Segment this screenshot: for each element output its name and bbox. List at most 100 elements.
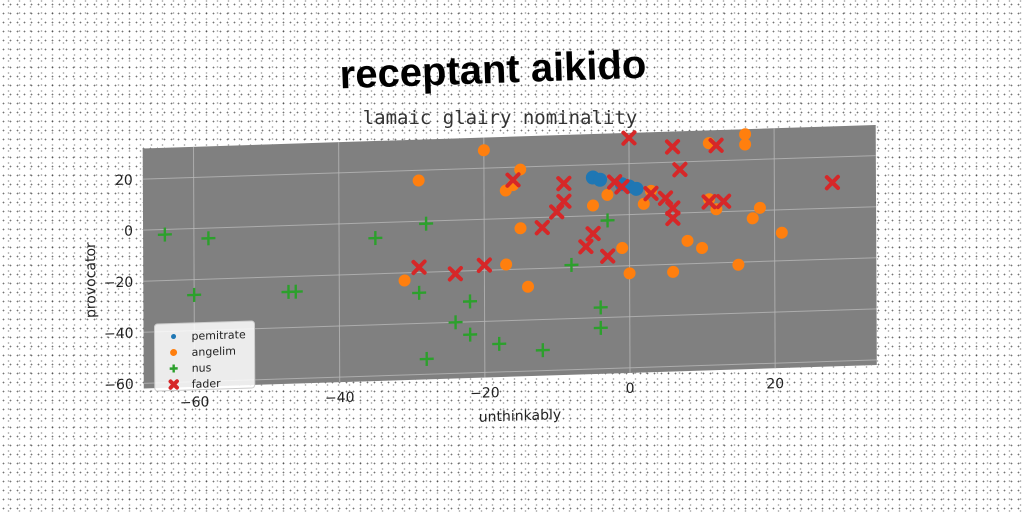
data-point: [157, 227, 172, 242]
legend-label: nus: [192, 361, 212, 375]
y-gridline: [143, 359, 877, 384]
legend: pemitrate angelim nus fader: [153, 320, 256, 392]
data-point: [492, 336, 507, 351]
data-point: [448, 315, 463, 330]
data-point: [732, 258, 745, 271]
data-point: [522, 280, 535, 293]
data-point: [600, 248, 616, 264]
data-point: [556, 193, 572, 210]
plot-area: −60 −40 −20 0 20 −60 −40 −20 0 20 unthinkably pro…: [83, 124, 877, 426]
data-point: [412, 285, 427, 300]
data-point: [681, 234, 694, 247]
legend-marker: [168, 379, 179, 390]
x-tick-label: 20: [766, 376, 784, 393]
x-gridline: [483, 137, 486, 378]
data-point: [500, 258, 513, 271]
data-point: [201, 231, 216, 246]
chart-title: receptant aikido: [339, 43, 647, 98]
data-point: [514, 163, 527, 176]
x-gridline: [773, 128, 776, 369]
data-point: [368, 231, 383, 246]
data-point: [535, 343, 550, 358]
data-point: [708, 137, 724, 154]
data-point: [534, 219, 550, 236]
data-point: [419, 351, 434, 367]
data-point: [746, 212, 759, 225]
data-point: [715, 193, 732, 210]
data-point: [614, 178, 630, 195]
data-point: [664, 139, 681, 155]
x-tick-label: −40: [325, 390, 355, 407]
data-point: [514, 222, 527, 235]
series-fader: [411, 130, 841, 282]
y-gridline: [142, 155, 876, 180]
data-point: [411, 259, 427, 276]
data-point: [578, 238, 594, 255]
data-point: [753, 201, 766, 214]
y-tick-label: −20: [104, 275, 134, 292]
data-point: [665, 210, 681, 227]
legend-label: pemitrate: [192, 328, 246, 343]
data-point: [601, 188, 614, 201]
data-point: [593, 300, 608, 315]
y-tick-label: −60: [104, 377, 134, 394]
data-point: [447, 266, 463, 282]
data-point: [463, 327, 478, 342]
x-tick-label: −60: [180, 394, 210, 411]
data-point: [657, 190, 674, 206]
data-point: [477, 144, 490, 157]
tick-labels: −60 −40 −20 0 20 −60 −40 −20 0 20: [104, 172, 784, 411]
legend-marker: [171, 333, 177, 339]
data-point: [600, 213, 615, 228]
legend-label: angelim: [192, 345, 236, 359]
chart-subtitle: lamaic glairy nominality: [363, 107, 638, 129]
data-point: [476, 257, 492, 273]
data-point: [629, 181, 644, 196]
data-point: [637, 197, 650, 210]
plot-background: [142, 124, 877, 389]
data-point: [701, 194, 717, 210]
data-point: [586, 199, 599, 212]
gridlines: [142, 128, 877, 387]
y-tick-label: 0: [124, 223, 133, 239]
data-point: [593, 320, 608, 335]
data-point: [672, 161, 688, 178]
data-point: [419, 216, 434, 231]
legend-box: [153, 320, 256, 392]
data-point: [288, 284, 303, 299]
data-marks: [157, 128, 841, 367]
x-tick-label: 0: [626, 381, 635, 397]
data-point: [739, 128, 752, 141]
data-point: [616, 242, 629, 255]
data-point: [775, 226, 788, 239]
data-point: [593, 172, 608, 187]
x-gridline: [338, 142, 341, 383]
data-point: [621, 130, 637, 146]
data-point: [696, 242, 709, 255]
legend-marker: [169, 364, 178, 373]
x-gridline: [628, 132, 631, 373]
data-point: [463, 294, 478, 309]
y-gridline: [143, 308, 877, 333]
x-tick-label: −20: [470, 385, 500, 402]
y-tick-label: −40: [104, 326, 134, 343]
data-point: [643, 185, 659, 202]
data-point: [739, 138, 752, 151]
y-axis-label: provocator: [83, 242, 99, 319]
y-gridline: [143, 206, 877, 231]
data-point: [187, 287, 202, 302]
x-axis-label: unthinkably: [479, 407, 561, 426]
data-point: [556, 175, 572, 192]
data-point: [505, 172, 521, 188]
data-point: [412, 174, 425, 187]
data-point: [667, 265, 680, 278]
data-point: [623, 267, 636, 280]
y-gridline: [143, 257, 877, 282]
data-point: [549, 204, 565, 220]
legend-marker: [170, 348, 178, 356]
data-point: [585, 225, 601, 242]
series-nus: [157, 213, 615, 367]
data-point: [398, 274, 411, 287]
legend-label: fader: [192, 377, 221, 391]
